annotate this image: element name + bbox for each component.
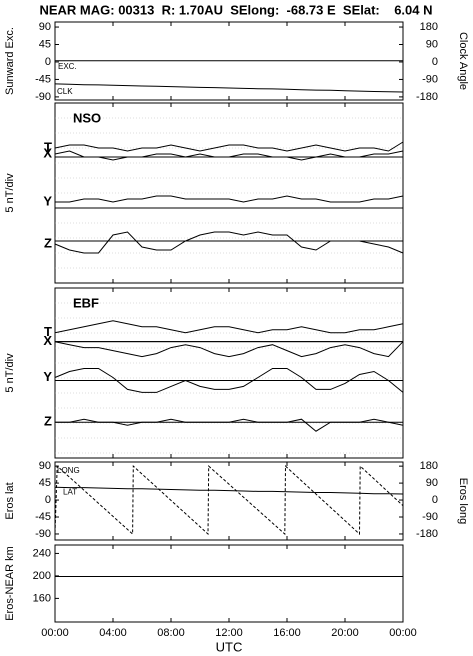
series-label: LAT [63,487,77,496]
y2-tick-label: 0 [432,494,438,506]
panel-frame [54,461,404,541]
y-tick-label: -90 [35,528,51,540]
y2-tick-label: 0 [432,56,438,68]
series-label: Y [43,369,52,384]
y-tick-label: 200 [33,570,51,582]
y-tick-label: 240 [33,547,51,559]
series-label: EXC. [58,62,77,71]
x-tick-label: 20:00 [331,627,359,639]
y2-axis-label: Eros long [457,478,469,524]
y2-tick-label: 90 [426,477,438,489]
y-axis-label: Sunward Exc. [4,27,16,95]
x-tick-label: 00:00 [389,627,417,639]
panel-frame [54,544,404,623]
y-tick-label: 160 [33,592,51,604]
y-tick-label: -45 [35,511,51,523]
series-label: T [44,139,52,154]
y2-tick-label: 180 [420,460,438,472]
series-label: Z [44,235,52,250]
panel-title: NSO [73,110,101,125]
y2-tick-label: 180 [420,21,438,33]
y-axis-label: 5 nT/div [4,353,16,393]
y-axis-label: Eros-NEAR km [4,546,16,621]
y-tick-label: 90 [39,460,51,472]
x-tick-label: 16:00 [273,627,301,639]
x-axis-label: UTC [216,639,243,654]
x-tick-label: 00:00 [41,627,69,639]
trace [55,418,404,432]
y-tick-label: -90 [35,91,51,103]
y-tick-label: 0 [45,494,51,506]
trace [55,195,404,203]
series-label: X [43,333,52,348]
series-label: LONG [57,466,80,475]
y2-axis-label: Clock Angle [457,32,469,90]
y2-tick-label: -90 [422,73,438,85]
series-label: T [44,324,52,339]
trace [54,486,404,495]
y-tick-label: 45 [39,38,51,50]
x-tick-label: 04:00 [99,627,127,639]
trace [54,83,404,93]
figure-title: NEAR MAG: 00313 R: 1.70AU SElong: -68.73… [39,2,432,17]
series-label: Y [43,193,52,208]
y2-tick-label: -180 [416,91,438,103]
y2-tick-label: 90 [426,38,438,50]
y-axis-label: Eros lat [4,482,16,519]
trace [54,231,404,254]
trace [54,464,404,536]
trace [54,150,404,161]
y-tick-label: 45 [39,477,51,489]
y2-tick-label: -180 [416,528,438,540]
series-label: CLK [57,87,73,96]
y-tick-label: -45 [35,73,51,85]
x-tick-label: 08:00 [157,627,185,639]
y-tick-label: 90 [39,21,51,33]
trace [54,320,404,334]
panel-frame [54,287,404,459]
x-tick-label: 12:00 [215,627,243,639]
trace [54,368,404,393]
panel-title: EBF [73,295,99,310]
y-tick-label: 0 [45,56,51,68]
series-label: Z [44,414,52,429]
trace [54,341,404,358]
series-label: X [43,145,52,160]
trace [54,141,404,152]
y2-tick-label: -90 [422,511,438,523]
y-axis-label: 5 nT/div [4,173,16,213]
